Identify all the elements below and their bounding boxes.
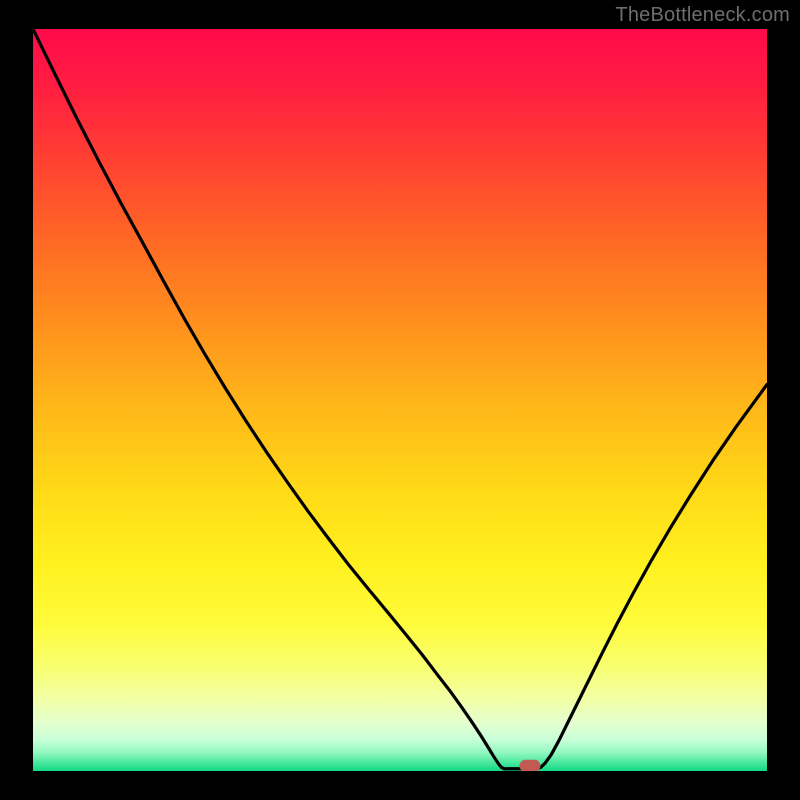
chart-container: TheBottleneck.com (0, 0, 800, 800)
optimum-marker (519, 760, 540, 772)
gradient-background (33, 29, 767, 771)
watermark-label: TheBottleneck.com (615, 4, 790, 27)
bottleneck-chart (0, 0, 800, 800)
